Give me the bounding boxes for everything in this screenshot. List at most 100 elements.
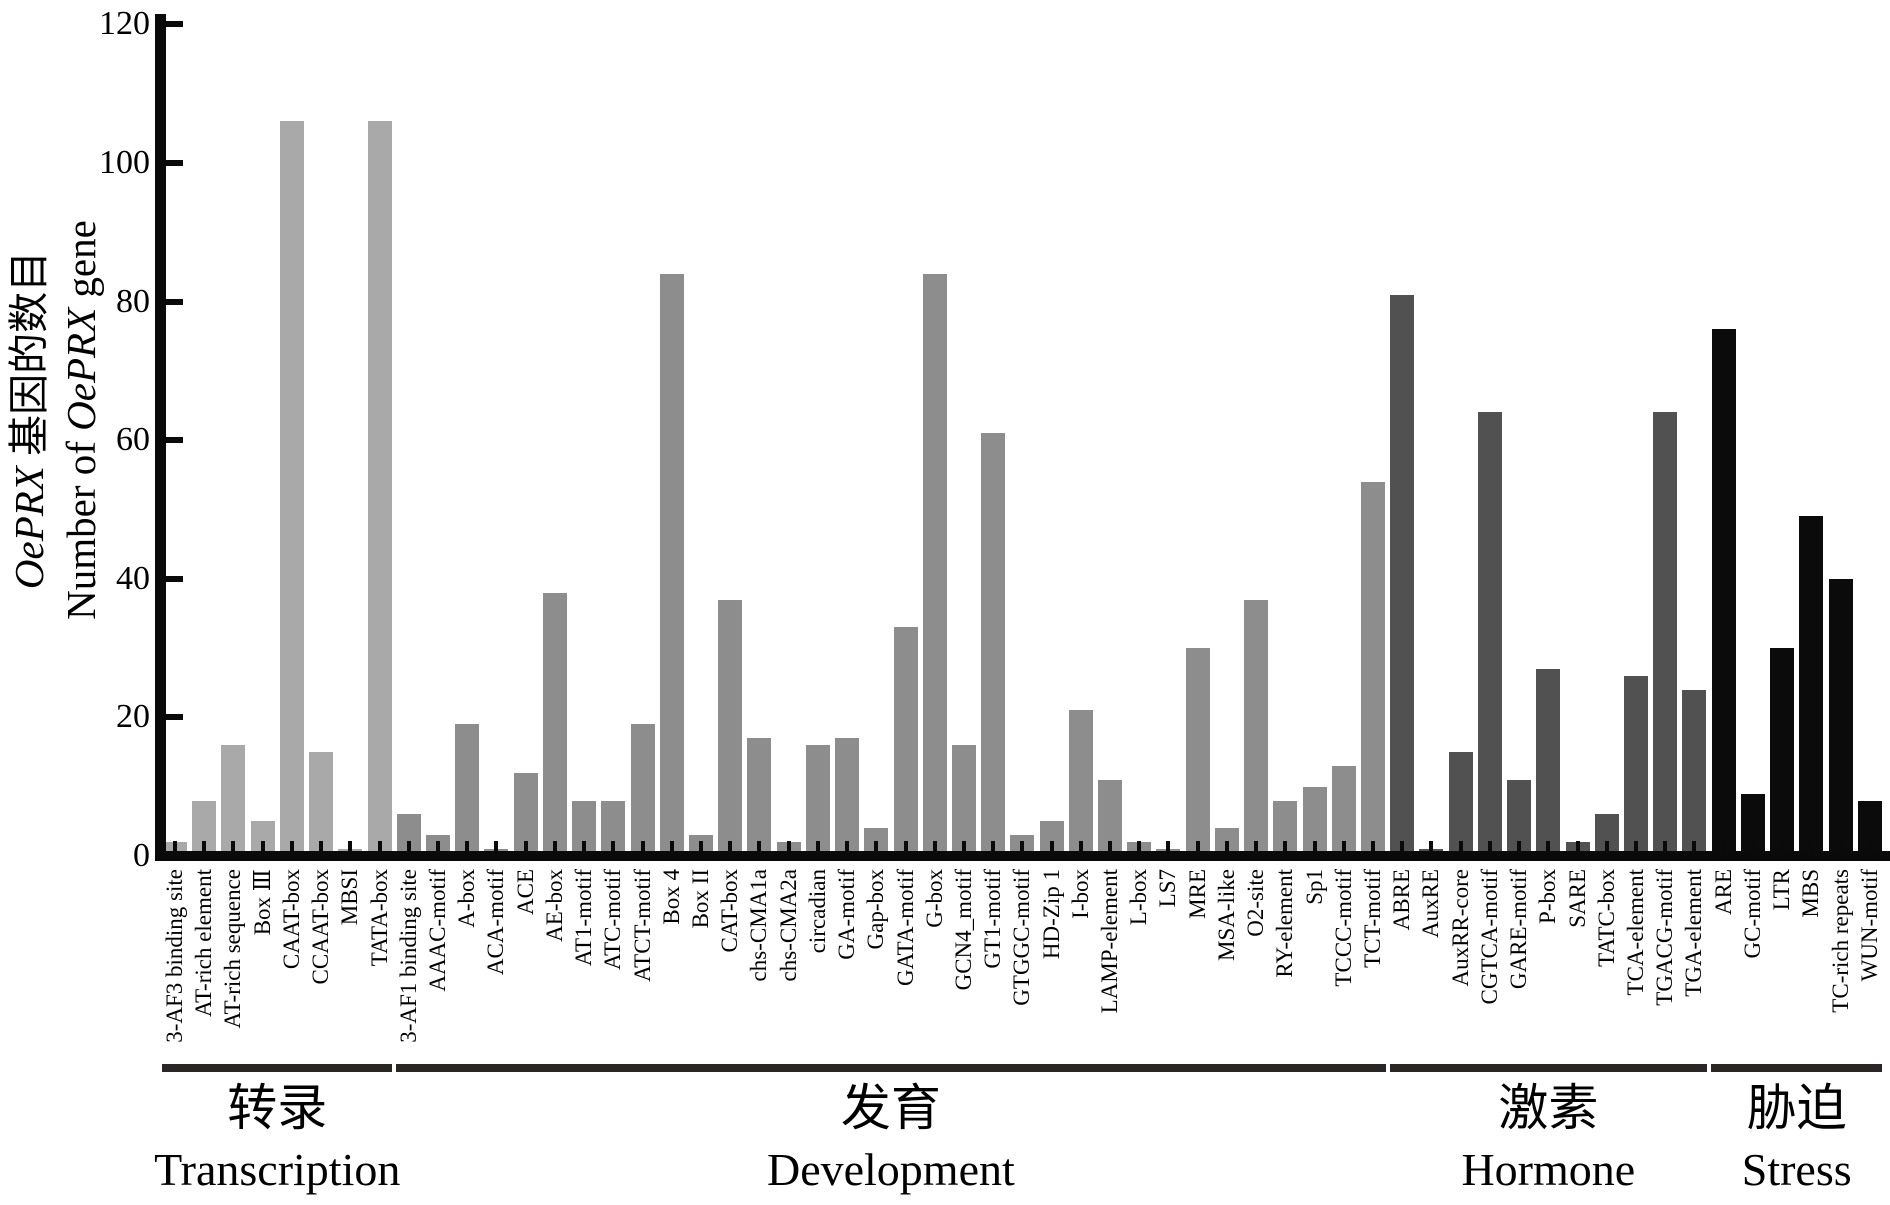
bar-chs-CMA1a: [747, 738, 772, 856]
x-tick-label-G-box: G-box: [921, 869, 947, 928]
x-tick-label-TGA-element: TGA-element: [1681, 869, 1707, 997]
y-axis-title-italic-en: OePRX: [58, 307, 104, 431]
x-tick-label-ACA-motif: ACA-motif: [483, 869, 509, 976]
x-tick-label-GARE-motif: GARE-motif: [1506, 869, 1532, 990]
group-underline-Hormone: [1389, 1064, 1708, 1072]
x-axis-tick: [435, 841, 440, 856]
x-tick-label-AT-rich sequence: AT-rich sequence: [220, 869, 246, 1029]
x-axis-tick: [1195, 841, 1200, 856]
bar-TGACG-motif: [1653, 412, 1678, 856]
x-axis-tick: [874, 841, 879, 856]
bar-P-box: [1536, 669, 1561, 856]
x-axis-tick: [523, 841, 528, 856]
group-label-zh-Hormone: 激素: [1498, 1080, 1599, 1136]
x-tick-label-AuxRE: AuxRE: [1418, 869, 1444, 938]
bar-AT-rich sequence: [221, 745, 246, 856]
y-axis-tick-label: 40: [116, 559, 150, 597]
bar-GCN4_motif: [951, 745, 976, 856]
x-tick-label-HD-Zip 1: HD-Zip 1: [1038, 869, 1064, 960]
x-tick-label-TATA-box: TATA-box: [366, 869, 392, 967]
x-tick-label-Box 4: Box 4: [658, 869, 684, 925]
x-tick-label-GTGGC-motif: GTGGC-motif: [1009, 869, 1035, 1006]
x-axis-tick: [1371, 841, 1376, 856]
x-tick-label-LTR: LTR: [1769, 869, 1795, 911]
x-tick-label-TCT-motif: TCT-motif: [1360, 869, 1386, 968]
x-axis-tick: [1838, 841, 1843, 856]
x-axis-tick: [961, 841, 966, 856]
x-tick-label-MRE: MRE: [1184, 869, 1210, 919]
x-axis-tick: [319, 841, 324, 856]
x-axis-tick: [1721, 841, 1726, 856]
x-tick-label-Sp1: Sp1: [1301, 869, 1327, 905]
group-label-en-Hormone: Hormone: [1461, 1144, 1636, 1195]
x-tick-label-L-box: L-box: [1126, 869, 1152, 926]
x-tick-label-GC-motif: GC-motif: [1739, 869, 1765, 959]
y-axis-tick-label: 20: [116, 698, 150, 736]
bar-TATA-box: [367, 121, 392, 856]
x-tick-label-RY-element: RY-element: [1272, 869, 1298, 978]
group-label-en-Transcription: Transcription: [154, 1144, 401, 1195]
x-tick-label-TGACG-motif: TGACG-motif: [1652, 869, 1678, 1006]
x-axis-tick: [1254, 841, 1259, 856]
bar-AE-box: [542, 593, 567, 856]
x-tick-label-AuxRR-core: AuxRR-core: [1447, 869, 1473, 987]
x-tick-label-AAAC-motif: AAAC-motif: [424, 869, 450, 992]
bar-MRE: [1185, 648, 1210, 856]
x-axis-tick: [786, 841, 791, 856]
y-axis-line: [155, 14, 166, 861]
x-axis-tick: [173, 841, 177, 856]
x-axis-tick: [1429, 841, 1434, 856]
x-tick-label-TCA-element: TCA-element: [1623, 869, 1648, 996]
x-tick-label-chs-CMA2a: chs-CMA2a: [775, 869, 801, 982]
x-axis-tick: [1634, 841, 1638, 856]
group-underline-Stress: [1711, 1064, 1883, 1072]
bar-CAT-box: [718, 600, 743, 856]
y-axis-tick: [166, 298, 183, 305]
x-axis-tick: [494, 841, 499, 856]
x-tick-label-3-AF3 binding site: 3-AF3 binding site: [162, 869, 187, 1043]
x-tick-label-O2-site: O2-site: [1243, 869, 1269, 937]
bar-TC-rich repeats: [1828, 579, 1853, 856]
x-axis-tick: [1546, 841, 1551, 856]
x-axis-tick: [1780, 841, 1785, 856]
y-axis-tick: [166, 160, 183, 166]
x-axis-tick: [377, 841, 382, 856]
x-tick-label-TCCC-motif: TCCC-motif: [1330, 869, 1356, 987]
x-tick-label-AE-box: AE-box: [541, 869, 567, 942]
x-axis-tick: [1517, 841, 1522, 856]
x-axis-tick: [1458, 841, 1463, 856]
x-axis-tick: [1692, 841, 1697, 856]
x-tick-label-chs-CMA1a: chs-CMA1a: [746, 869, 772, 982]
bar-G-box: [922, 274, 947, 856]
x-tick-label-SARE: SARE: [1564, 869, 1590, 928]
x-tick-label-ACE: ACE: [512, 869, 538, 915]
group-underline-Development: [396, 1064, 1386, 1072]
x-axis-tick: [991, 841, 996, 856]
x-tick-label-TC-rich repeats: TC-rich repeats: [1827, 869, 1853, 1013]
x-axis-tick: [757, 841, 762, 856]
bar-A-box: [455, 724, 480, 856]
x-axis-line: [155, 851, 1890, 861]
x-tick-label-TATC-box: TATC-box: [1593, 869, 1619, 967]
y-axis-tick: [166, 575, 183, 582]
x-tick-label-MBSI: MBSI: [337, 869, 363, 926]
x-axis-tick: [406, 841, 411, 856]
x-axis-tick: [1809, 841, 1814, 856]
bar-CAAT-box: [279, 121, 304, 856]
x-tick-label-ATC-motif: ATC-motif: [600, 869, 626, 970]
x-tick-label-GATA-motif: GATA-motif: [892, 869, 918, 986]
x-axis-tick: [611, 841, 616, 856]
bar-O2-site: [1244, 600, 1269, 856]
group-label-en-Development: Development: [766, 1144, 1015, 1195]
x-axis-tick: [1283, 841, 1288, 856]
x-axis-tick: [1312, 841, 1317, 856]
group-underline-Transcription: [162, 1064, 393, 1072]
group-label-zh-Transcription: 转录: [227, 1080, 328, 1136]
bar-GT1-motif: [981, 433, 1006, 856]
y-axis-tick-label: 80: [116, 282, 150, 320]
x-tick-label-A-box: A-box: [454, 869, 480, 928]
bar-Box 4: [659, 274, 684, 856]
bar-AuxRR-core: [1448, 752, 1473, 856]
bar-TCA-element: [1624, 676, 1648, 856]
